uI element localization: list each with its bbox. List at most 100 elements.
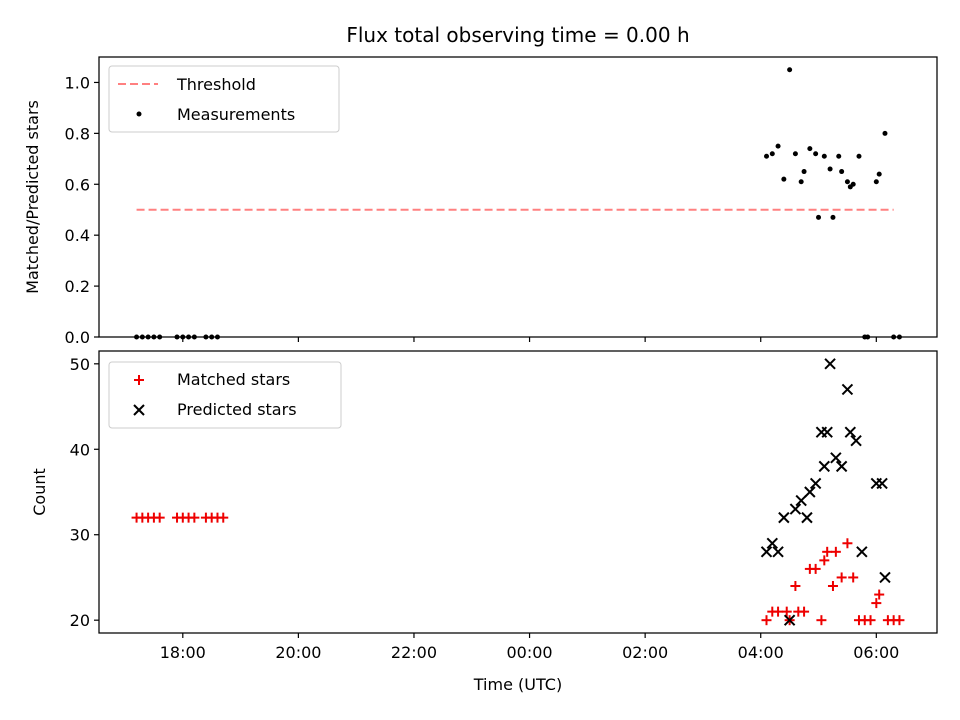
measurements-legend-label: Measurements [177,105,295,124]
measurement-point [882,130,888,136]
matched-star-point [874,589,885,600]
matched-star-point [218,512,229,523]
predicted-star-point [830,452,842,464]
bottom-x-axis: 18:00 20:00 22:00 00:00 02:00 04:00 06:00 [160,633,899,662]
measurements-legend-marker [136,111,142,117]
predicted-star-point [795,494,807,507]
top-axes-frame [98,56,938,338]
bottom-y-tick-label: 40 [70,440,90,459]
x-tick-label: 04:00 [738,643,784,662]
predicted-star-point [772,546,784,558]
predicted-star-point [804,486,816,498]
measurement-point [844,179,850,185]
top-y-tick-label: 0.8 [65,124,90,143]
measurement-point [775,143,781,149]
matched-star-point [894,615,905,626]
bottom-plot-area [131,358,905,626]
measurement-point [876,171,882,177]
measurement-point [787,67,793,73]
top-y-axis: 0.0 0.2 0.4 0.6 0.8 1.0 [65,73,99,347]
matched-star-point [842,538,853,549]
bottom-y-axis-label: Count [30,468,49,516]
predicted-star-point [821,426,833,438]
matched-star-point [790,581,801,591]
measurement-point [816,214,822,220]
predicted-star-point [841,383,854,396]
matched-star-point [822,546,833,557]
bottom-legend: Matched stars Predicted stars [108,361,342,429]
matched-legend-marker [134,375,144,385]
measurement-point [873,179,879,185]
predicted-star-point [760,546,773,558]
x-tick-label: 02:00 [622,643,668,662]
measurement-point [781,176,787,182]
top-y-tick-label: 0.6 [65,175,90,194]
top-legend-box [108,65,340,133]
matched-star-point [761,615,772,626]
predicted-star-point [835,460,848,473]
matched-star-point [830,546,841,557]
matched-star-point [781,606,792,617]
top-y-tick-label: 0.4 [65,226,90,245]
measurement-point [856,153,862,159]
top-panel: 0.0 0.2 0.4 0.6 0.8 1.0 Matched/Predicted sta… [23,56,938,347]
measurement-point [827,166,833,172]
measurement-point [839,169,845,175]
top-legend: Threshold Measurements [108,65,340,133]
matched-star-point [819,555,830,566]
measurement-point [792,151,798,157]
x-tick-label: 22:00 [391,643,437,662]
predicted-star-point [824,358,836,370]
threshold-legend-label: Threshold [176,75,256,94]
x-tick-label: 00:00 [507,643,553,662]
matched-star-point [865,615,876,626]
predicted-star-point [801,511,813,524]
x-tick-label: 20:00 [275,643,321,662]
measurement-point [801,169,807,175]
bottom-y-tick-label: 30 [70,526,90,545]
measurement-point [813,151,819,157]
predicted-star-point [850,435,862,447]
matched-legend-label: Matched stars [177,370,290,389]
matched-star-point [154,512,165,523]
matched-star-point [848,572,859,583]
predicted-star-point [876,477,888,490]
measurement-point [836,153,842,159]
top-y-tick-label: 1.0 [65,73,90,92]
measurement-point [850,181,856,187]
matched-star-point [816,615,827,626]
measurement-point [764,153,770,159]
measurement-point [798,179,804,185]
predicted-legend-label: Predicted stars [177,400,297,419]
predicted-star-point [789,503,802,515]
predicted-star-point [766,537,778,549]
measurement-point [821,153,827,159]
matched-star-point [827,581,838,591]
x-tick-label: 18:00 [160,643,206,662]
top-x-ticks [182,337,877,342]
matched-star-point [773,606,784,617]
x-axis-label: Time (UTC) [473,675,562,694]
matched-star-point [810,563,821,574]
predicted-star-point [783,614,796,626]
bottom-axes-frame [98,350,938,634]
predicted-legend-marker [133,404,145,416]
predicted-star-point [879,571,891,584]
matched-star-point [189,512,200,523]
measurement-point [807,146,813,152]
x-tick-label: 06:00 [853,643,899,662]
predicted-star-point [818,460,831,473]
figure-title: Flux total observing time = 0.00 h [346,23,689,47]
bottom-y-tick-label: 20 [70,611,90,630]
predicted-star-point [844,426,857,438]
predicted-star-point [809,477,822,490]
bottom-legend-box [108,361,342,429]
matched-star-point [799,606,810,617]
measurement-point [830,214,836,220]
bottom-panel: 20 30 40 50 18:00 20:00 22:00 00:00 02:00 04:00 0… [30,350,938,694]
bottom-y-tick-label: 50 [70,355,90,374]
top-y-tick-label: 0.0 [65,328,90,347]
top-y-axis-label: Matched/Predicted stars [23,100,42,294]
measurement-point [769,151,775,157]
